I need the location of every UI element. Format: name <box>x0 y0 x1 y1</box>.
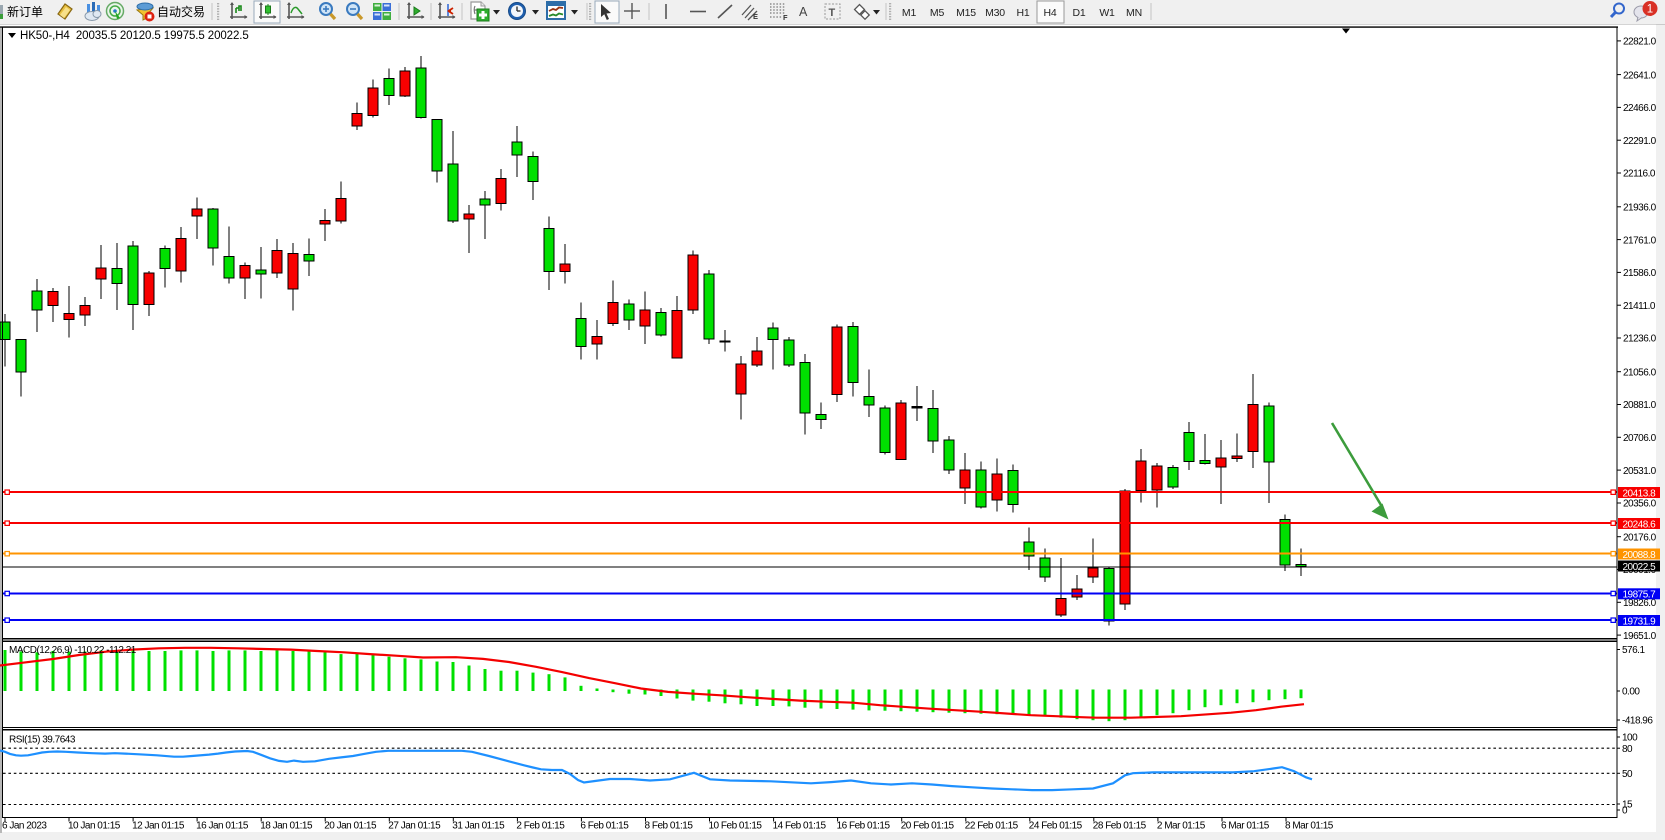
svg-text:M1: M1 <box>902 7 917 19</box>
svg-text:100: 100 <box>1622 733 1638 744</box>
svg-text:20531.0: 20531.0 <box>1623 466 1657 477</box>
svg-text:50: 50 <box>1622 769 1633 780</box>
svg-text:21236.0: 21236.0 <box>1623 334 1657 345</box>
svg-text:31 Jan 01:15: 31 Jan 01:15 <box>452 821 505 832</box>
svg-text:H1: H1 <box>1016 7 1029 19</box>
svg-text:22116.0: 22116.0 <box>1623 169 1656 180</box>
svg-text:8 Feb 01:15: 8 Feb 01:15 <box>645 821 694 832</box>
svg-text:19731.9: 19731.9 <box>1623 616 1657 627</box>
svg-text:19826.0: 19826.0 <box>1623 598 1657 609</box>
svg-text:20881.0: 20881.0 <box>1623 400 1657 411</box>
svg-text:F: F <box>783 13 788 22</box>
svg-text:自动交易: 自动交易 <box>157 4 205 19</box>
svg-text:-418.96: -418.96 <box>1622 716 1653 727</box>
svg-text:22466.0: 22466.0 <box>1623 103 1657 114</box>
svg-text:20 Jan 01:15: 20 Jan 01:15 <box>324 821 377 832</box>
svg-text:27 Jan 01:15: 27 Jan 01:15 <box>388 821 441 832</box>
svg-text:10 Jan 01:15: 10 Jan 01:15 <box>68 821 121 832</box>
svg-text:20248.6: 20248.6 <box>1623 519 1657 530</box>
svg-text:6 Mar 01:15: 6 Mar 01:15 <box>1221 821 1270 832</box>
svg-text:MN: MN <box>1126 7 1142 19</box>
svg-text:MACD(12,26,9) -110.22 -112.21: MACD(12,26,9) -110.22 -112.21 <box>9 645 137 656</box>
svg-text:M5: M5 <box>930 7 945 19</box>
svg-text:15: 15 <box>1622 800 1633 811</box>
svg-text:18 Jan 01:15: 18 Jan 01:15 <box>260 821 313 832</box>
svg-text:20356.0: 20356.0 <box>1623 499 1657 510</box>
svg-text:16 Feb 01:15: 16 Feb 01:15 <box>837 821 891 832</box>
svg-text:20706.0: 20706.0 <box>1623 433 1657 444</box>
svg-text:新订单: 新订单 <box>7 4 43 19</box>
svg-text:20088.8: 20088.8 <box>1623 550 1657 561</box>
svg-text:22641.0: 22641.0 <box>1623 70 1657 81</box>
svg-text:RSI(15) 39.7643: RSI(15) 39.7643 <box>9 735 76 746</box>
svg-text:D1: D1 <box>1072 7 1085 19</box>
svg-text:21936.0: 21936.0 <box>1623 203 1657 214</box>
svg-text:19875.7: 19875.7 <box>1623 590 1657 601</box>
svg-text:12 Jan 01:15: 12 Jan 01:15 <box>132 821 185 832</box>
svg-text:80: 80 <box>1622 744 1633 755</box>
svg-text:H4: H4 <box>1043 7 1056 19</box>
svg-text:M15: M15 <box>956 7 976 19</box>
svg-text:W1: W1 <box>1099 7 1115 19</box>
svg-text:M30: M30 <box>985 7 1005 19</box>
svg-text:0.00: 0.00 <box>1622 687 1640 698</box>
svg-text:14 Feb 01:15: 14 Feb 01:15 <box>773 821 827 832</box>
svg-text:8 Mar 01:15: 8 Mar 01:15 <box>1285 821 1334 832</box>
svg-text:22291.0: 22291.0 <box>1623 136 1657 147</box>
svg-text:21411.0: 21411.0 <box>1623 301 1656 312</box>
svg-text:20 Feb 01:15: 20 Feb 01:15 <box>901 821 955 832</box>
svg-text:2 Mar 01:15: 2 Mar 01:15 <box>1157 821 1206 832</box>
svg-text:A: A <box>799 5 808 19</box>
svg-text:28 Feb 01:15: 28 Feb 01:15 <box>1093 821 1147 832</box>
svg-text:21056.0: 21056.0 <box>1623 367 1657 378</box>
svg-text:10 Feb 01:15: 10 Feb 01:15 <box>709 821 763 832</box>
svg-text:21586.0: 21586.0 <box>1623 268 1657 279</box>
svg-text:2 Feb 01:15: 2 Feb 01:15 <box>516 821 565 832</box>
svg-text:19651.0: 19651.0 <box>1623 631 1657 642</box>
svg-text:16 Jan 01:15: 16 Jan 01:15 <box>196 821 249 832</box>
svg-text:24 Feb 01:15: 24 Feb 01:15 <box>1029 821 1083 832</box>
svg-text:6 Feb 01:15: 6 Feb 01:15 <box>580 821 629 832</box>
svg-text:1: 1 <box>1647 4 1653 16</box>
svg-text:22 Feb 01:15: 22 Feb 01:15 <box>965 821 1019 832</box>
svg-text:21761.0: 21761.0 <box>1623 235 1657 246</box>
svg-text:576.1: 576.1 <box>1622 645 1645 656</box>
svg-text:HK50-,H4 20035.5 20120.5 1997: HK50-,H4 20035.5 20120.5 19975.5 20022.5 <box>20 30 249 42</box>
svg-text:20022.5: 20022.5 <box>1623 562 1657 573</box>
svg-text:T: T <box>829 7 836 19</box>
svg-text:0: 0 <box>1622 806 1628 817</box>
svg-text:6 Jan 2023: 6 Jan 2023 <box>2 821 47 832</box>
svg-text:20176.0: 20176.0 <box>1623 532 1657 543</box>
svg-text:22821.0: 22821.0 <box>1623 37 1657 48</box>
svg-text:E: E <box>753 12 758 21</box>
svg-text:20413.8: 20413.8 <box>1623 488 1657 499</box>
